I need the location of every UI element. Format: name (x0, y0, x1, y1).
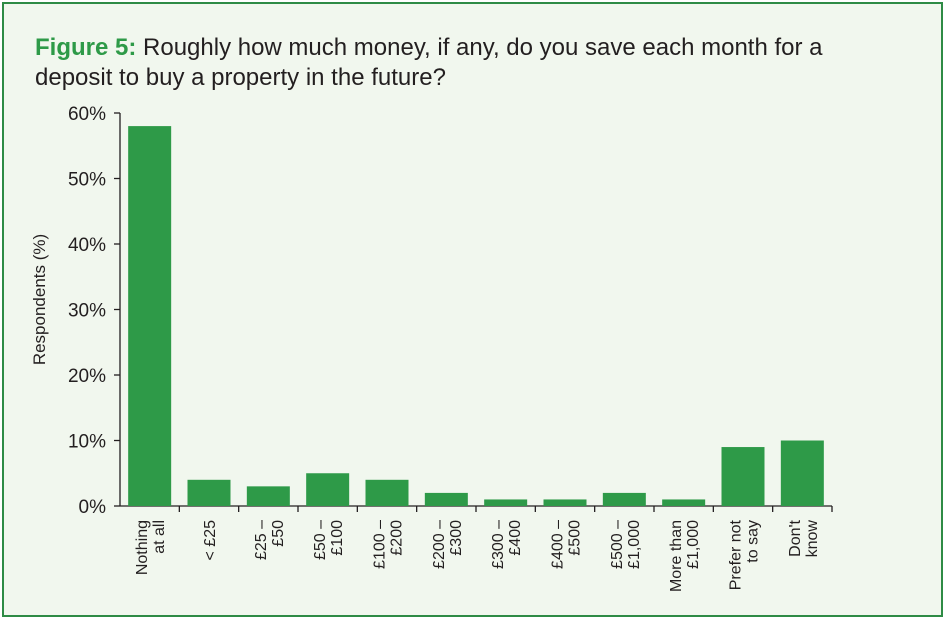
x-tick-label: Nothing (134, 520, 151, 575)
y-tick-label: 60% (68, 104, 106, 125)
x-tick-label: £400 (507, 520, 524, 556)
y-tick-label: 40% (68, 235, 106, 256)
x-tick-label: £50 – (312, 520, 329, 560)
bar-1 (128, 126, 172, 506)
y-tick-label: 10% (68, 432, 106, 453)
x-tick-label: £300 – (490, 520, 507, 569)
figure-label: Figure 5: (35, 34, 137, 61)
x-tick-label: £100 – (372, 520, 389, 569)
x-tick-label: £500 (567, 520, 584, 556)
bar-5 (365, 479, 409, 506)
y-tick-label: 50% (68, 170, 106, 191)
x-tick-label: £500 – (609, 520, 626, 569)
x-tick-label: £25 – (253, 520, 270, 560)
x-tick-label: £1,000 (685, 520, 702, 569)
bar-9 (602, 492, 646, 506)
bar-8 (543, 499, 587, 506)
x-tick-label: < £25 (202, 520, 219, 561)
y-tick-label: 0% (79, 497, 107, 518)
x-tick-label: More than (668, 520, 685, 592)
bar-2 (187, 479, 231, 506)
x-tick-label: £300 (448, 520, 465, 556)
x-tick-label: £50 (270, 520, 287, 547)
y-axis-label: Respondents (%) (30, 234, 49, 365)
x-tick-label: to say (745, 520, 762, 563)
bar-11 (721, 447, 765, 506)
x-tick-label: £200 – (431, 520, 448, 569)
x-tick-label: £400 – (550, 520, 567, 569)
bar-7 (484, 499, 528, 506)
x-tick-label: know (804, 520, 821, 558)
bar-12 (780, 440, 824, 506)
figure-question: Roughly how much money, if any, do you s… (35, 34, 823, 91)
bar-10 (662, 499, 706, 506)
x-tick-label: Don't (787, 519, 804, 556)
x-tick-label: Prefer not (728, 519, 745, 590)
x-tick-label: £200 (389, 520, 406, 556)
x-tick-label: at all (151, 520, 168, 554)
y-tick-label: 30% (68, 301, 106, 322)
bar-6 (424, 492, 468, 506)
y-tick-label: 20% (68, 366, 106, 387)
x-tick-label: £1,000 (626, 520, 643, 569)
bar-4 (306, 473, 350, 506)
bar-3 (246, 486, 290, 506)
x-tick-label: £100 (329, 520, 346, 556)
figure-title: Figure 5: Roughly how much money, if any… (35, 33, 905, 93)
